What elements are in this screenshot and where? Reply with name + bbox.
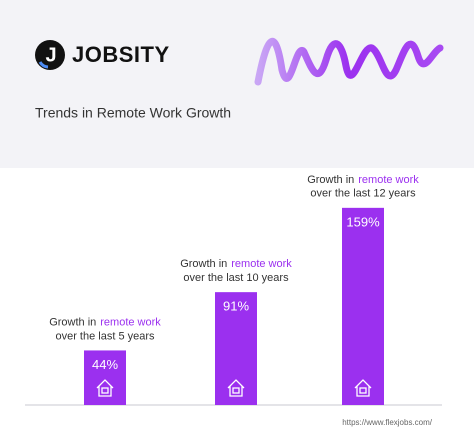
value-label: 44% [92, 357, 118, 372]
logo-name: JOBSITY [72, 42, 170, 67]
category-label-end: over the last 10 years [183, 272, 289, 284]
category-label-highlight: remote work [100, 316, 161, 328]
category-label-end: over the last 5 years [55, 330, 155, 342]
value-label: 159% [346, 214, 380, 229]
home-icon-screen [101, 387, 109, 394]
category-label-start: Growth in [307, 174, 354, 186]
category-label-start: Growth in [180, 258, 227, 270]
home-icon-shape [96, 379, 114, 397]
home-icon [354, 379, 372, 397]
category-label-highlight: remote work [231, 258, 292, 270]
home-icon [96, 379, 114, 397]
home-icon-screen [359, 387, 367, 394]
bar [342, 207, 384, 405]
chart-title: Trends in Remote Work Growth [35, 105, 231, 121]
source: https://www.flexjobs.com/ [342, 418, 433, 427]
home-icon-screen [232, 387, 240, 394]
header-background [0, 0, 474, 168]
bar [215, 292, 257, 405]
home-icon [227, 379, 245, 397]
value-label: 91% [223, 299, 249, 314]
decorative-wave [254, 37, 444, 86]
category-label: Growth in remote work [180, 258, 292, 270]
category-label: Growth in remote work [307, 174, 419, 186]
home-icon-shape [354, 379, 372, 397]
category-label: Growth in remote work [49, 316, 161, 328]
category-label-highlight: remote work [358, 174, 419, 186]
logo: J JOBSITY [35, 40, 170, 70]
home-icon-shape [227, 379, 245, 397]
logo-accent [38, 61, 49, 69]
logo-circle [35, 40, 65, 70]
logo-mark: J [45, 44, 56, 66]
category-label-end: over the last 12 years [310, 188, 416, 200]
category-label-start: Growth in [49, 316, 96, 328]
